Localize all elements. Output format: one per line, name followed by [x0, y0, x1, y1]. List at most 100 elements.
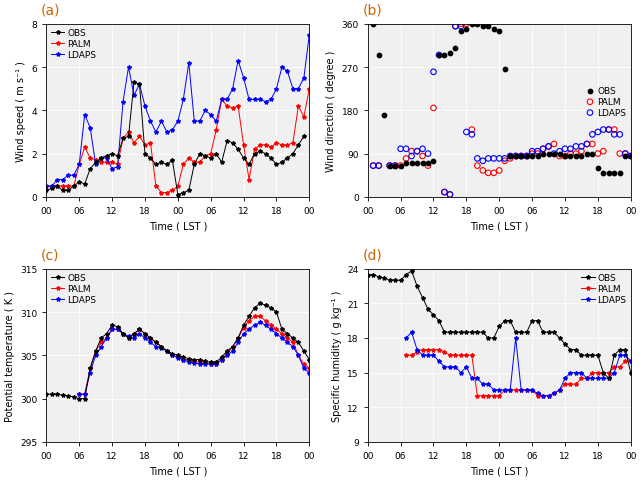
OBS [588, 353, 596, 359]
PALM [70, 184, 78, 190]
OBS [113, 324, 121, 330]
OBS [223, 138, 231, 144]
OBS [163, 348, 171, 354]
PALM [229, 344, 237, 350]
LDAPS [620, 150, 630, 158]
OBS [406, 160, 417, 168]
PALM [306, 366, 313, 372]
PALM [522, 153, 532, 160]
LDAPS [598, 126, 608, 134]
LDAPS [533, 148, 543, 156]
LDAPS [147, 119, 154, 125]
OBS [403, 272, 410, 278]
OBS [48, 186, 56, 192]
PALM [567, 382, 574, 387]
LDAPS [240, 331, 247, 337]
PALM [609, 126, 619, 134]
OBS [272, 310, 280, 315]
PALM [294, 353, 302, 359]
OBS [246, 162, 253, 168]
LDAPS [48, 184, 56, 190]
LDAPS [92, 353, 99, 359]
OBS [234, 147, 242, 153]
OBS [556, 336, 563, 341]
LDAPS [424, 353, 432, 359]
LDAPS [196, 119, 204, 125]
OBS [598, 169, 608, 177]
OBS [251, 305, 258, 311]
OBS [113, 154, 121, 159]
PALM [485, 393, 492, 399]
PALM [152, 184, 160, 190]
OBS [468, 330, 476, 336]
Y-axis label: Wind direction ( degree ): Wind direction ( degree ) [326, 50, 336, 172]
PALM [556, 387, 563, 393]
LDAPS [87, 125, 94, 131]
OBS [267, 305, 275, 311]
LDAPS [534, 391, 542, 396]
PALM [483, 169, 494, 177]
LDAPS [522, 153, 532, 160]
LDAPS [163, 130, 171, 135]
PALM [368, 162, 378, 170]
LDAPS [256, 320, 264, 325]
OBS [53, 392, 61, 397]
LDAPS [283, 340, 291, 346]
PALM [141, 143, 149, 148]
PALM [406, 148, 417, 156]
LDAPS [576, 143, 587, 151]
PALM [136, 134, 144, 140]
LDAPS [201, 361, 209, 367]
PALM [179, 162, 187, 168]
LDAPS [572, 370, 580, 376]
PALM [289, 141, 297, 146]
PALM [450, 23, 460, 31]
OBS [379, 112, 389, 120]
OBS [251, 151, 258, 157]
LDAPS [506, 387, 514, 393]
LDAPS [479, 382, 487, 387]
PALM [262, 318, 269, 324]
PALM [174, 354, 181, 360]
LDAPS [545, 393, 553, 399]
LDAPS [76, 162, 83, 168]
PALM [374, 162, 384, 170]
LDAPS [385, 162, 395, 170]
LDAPS [605, 376, 613, 382]
OBS [610, 353, 618, 359]
PALM [163, 190, 171, 196]
OBS [516, 153, 526, 160]
OBS [234, 336, 242, 341]
LDAPS [494, 155, 504, 163]
OBS [294, 340, 302, 346]
LDAPS [434, 52, 444, 60]
LDAPS [499, 155, 510, 163]
LDAPS [439, 189, 449, 196]
PALM [240, 325, 247, 331]
LDAPS [272, 331, 280, 337]
PALM [626, 153, 636, 160]
OBS [283, 331, 291, 337]
PALM [472, 162, 483, 170]
OBS [395, 162, 406, 170]
OBS [374, 52, 384, 60]
LDAPS [223, 353, 231, 359]
OBS [174, 192, 181, 198]
OBS [494, 28, 504, 36]
LDAPS [445, 191, 455, 199]
PALM [413, 349, 421, 355]
LDAPS [169, 128, 176, 133]
OBS [472, 21, 483, 28]
LDAPS [278, 65, 286, 71]
PALM [97, 340, 105, 346]
OBS [130, 80, 138, 86]
LDAPS [108, 327, 116, 333]
OBS [457, 330, 465, 336]
LDAPS [401, 145, 412, 153]
OBS [560, 153, 570, 160]
OBS [76, 180, 83, 185]
OBS [483, 23, 494, 31]
Line: LDAPS: LDAPS [77, 321, 312, 396]
LDAPS [523, 387, 531, 393]
PALM [229, 106, 237, 112]
